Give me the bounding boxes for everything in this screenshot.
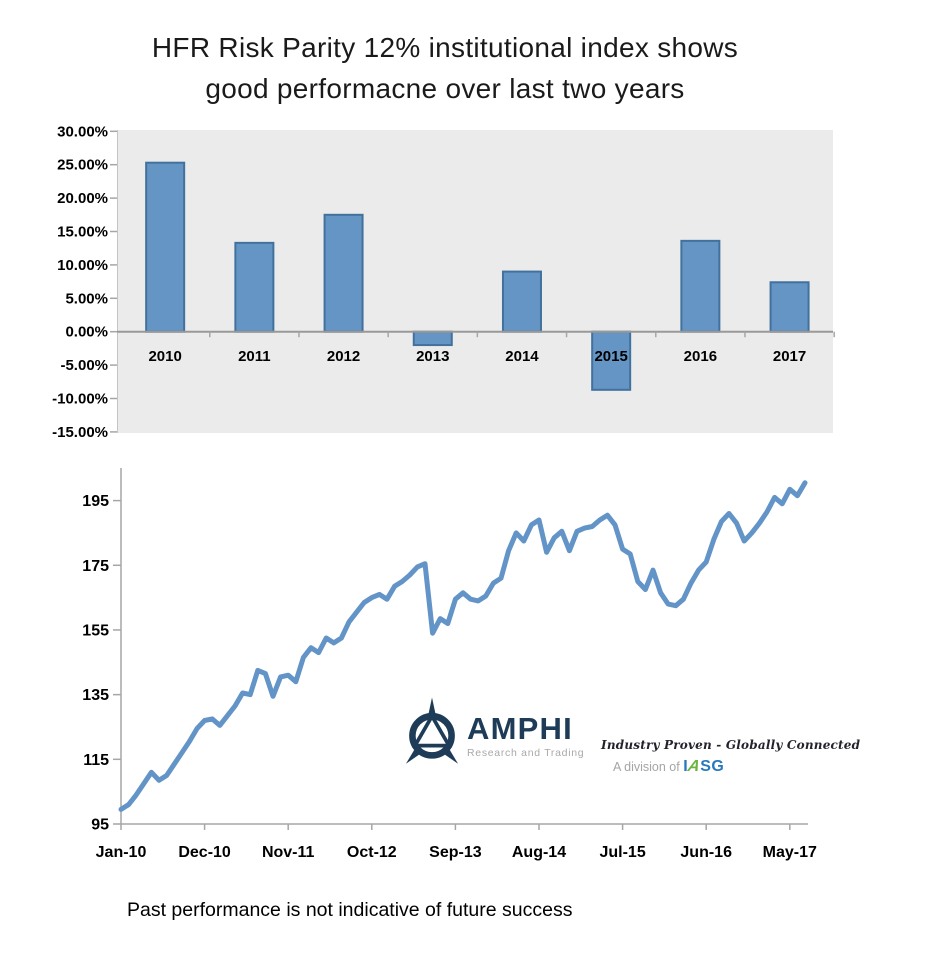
- line-x-tick-label: Nov-11: [262, 844, 315, 861]
- line-x-tick-label: Aug-14: [512, 844, 566, 861]
- amphi-logo: AMPHI Research and Trading: [404, 697, 584, 769]
- division-prefix: A division of: [613, 760, 680, 774]
- line-x-tick-label: Dec-10: [178, 844, 231, 861]
- title-line-1: HFR Risk Parity 12% institutional index …: [151, 32, 739, 63]
- line-y-tick-label: 115: [83, 752, 109, 769]
- index-line-series: [118, 480, 808, 812]
- bar-x-tick-label: 2017: [773, 348, 806, 365]
- bar-x-tick-label: 2014: [505, 348, 539, 365]
- bar: [769, 281, 810, 333]
- bar: [234, 241, 275, 333]
- bar-y-tick-label: 15.00%: [57, 224, 108, 241]
- bar-x-axis-ticks: [209, 331, 835, 338]
- bar-x-tick-label: 2013: [416, 348, 449, 365]
- amphi-wordmark: AMPHI: [467, 711, 573, 746]
- bar-y-tick-label: 25.00%: [57, 157, 108, 174]
- chart-title: HFR Risk Parity 12% institutional index …: [0, 27, 890, 109]
- bar-y-tick-label: 5.00%: [65, 290, 108, 307]
- amphi-logo-text: AMPHI Research and Trading: [467, 697, 584, 759]
- bar-x-tick-label: 2015: [594, 348, 627, 365]
- bar-x-tick-label: 2010: [148, 348, 181, 365]
- bar-x-tick-label: 2012: [327, 348, 360, 365]
- bar-x-axis-labels: 2010 2011 2012 2013 2014 2015 2016 2017: [148, 348, 806, 365]
- bar: [412, 330, 453, 347]
- bar-x-tick-label: 2016: [684, 348, 717, 365]
- iasg-motto: Industry Proven - Globally Connected: [601, 738, 861, 752]
- line-y-tick-label: 155: [82, 622, 109, 639]
- bar-y-tick-label: 0.00%: [65, 324, 108, 341]
- line-y-axis-labels: 95 115 135 155 175 195: [82, 493, 121, 834]
- bar-y-tick-label: -15.00%: [52, 424, 108, 441]
- bar-y-tick-label: 10.00%: [57, 257, 108, 274]
- line-y-tick-label: 195: [82, 493, 109, 510]
- bar-series: [145, 161, 810, 391]
- line-x-tick-label: May-17: [763, 844, 817, 861]
- line-x-tick-label: Jun-16: [680, 844, 732, 861]
- line-x-tick-label: Jul-15: [599, 844, 645, 861]
- bar: [591, 330, 632, 391]
- iasg-division-line: A division of IASG: [613, 758, 826, 776]
- iasg-letter-i: I: [683, 758, 689, 775]
- line-x-tick-label: Jan-10: [96, 844, 147, 861]
- bar: [501, 270, 542, 333]
- bar-x-tick-label: 2011: [238, 348, 271, 365]
- bar-chart: 30.00% 25.00% 20.00% 15.00% 10.00% 5.00% 0.00%…: [52, 123, 835, 441]
- line-x-tick-label: Sep-13: [429, 844, 482, 861]
- line-x-tick-label: Oct-12: [347, 844, 397, 861]
- bar-plot-area: [117, 130, 833, 433]
- bar-y-tick-label: 30.00%: [57, 123, 108, 140]
- bar-y-axis-labels: 30.00% 25.00% 20.00% 15.00% 10.00% 5.00% 0.00%…: [52, 123, 117, 441]
- bar-y-tick-label: 20.00%: [57, 190, 108, 207]
- disclaimer-text: Past performance is not indicative of fu…: [127, 899, 573, 921]
- bar-y-tick-label: -5.00%: [60, 357, 108, 374]
- line-y-tick-label: 135: [82, 687, 109, 704]
- amphi-tagline: Research and Trading: [467, 747, 585, 759]
- line-y-tick-label: 175: [82, 558, 109, 575]
- bar: [145, 161, 186, 333]
- bar: [680, 239, 721, 333]
- line-y-tick-label: 95: [91, 817, 109, 834]
- bar-y-tick-label: -10.00%: [52, 391, 108, 408]
- iasg-wordmark: IASG: [683, 758, 724, 775]
- amphi-emblem-icon: [405, 697, 459, 764]
- title-line-2: good performacne over last two years: [205, 73, 685, 104]
- bar: [323, 213, 364, 333]
- line-chart: 95 115 135 155 175 195 Jan-10 Dec-10 Nov-11 Oct-1…: [82, 468, 817, 861]
- line-x-axis-labels: Jan-10 Dec-10 Nov-11 Oct-12 Sep-13 Aug-14 Jul-…: [96, 824, 817, 861]
- iasg-block: Industry Proven - Globally Connected A d…: [601, 738, 861, 776]
- iasg-letters-sg: SG: [700, 758, 725, 775]
